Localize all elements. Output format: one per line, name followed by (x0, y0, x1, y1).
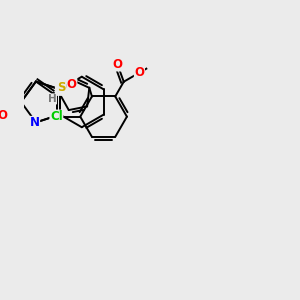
Text: O: O (112, 58, 122, 71)
Text: O: O (0, 110, 7, 122)
Text: O: O (134, 66, 144, 79)
Text: S: S (57, 81, 65, 94)
Text: O: O (67, 79, 77, 92)
Text: N: N (56, 82, 65, 95)
Text: Cl: Cl (50, 110, 63, 123)
Text: H: H (48, 94, 56, 104)
Text: N: N (29, 116, 40, 129)
